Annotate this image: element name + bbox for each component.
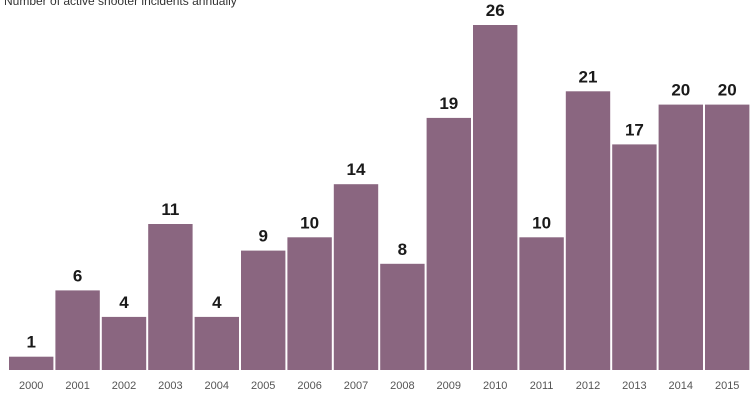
x-tick-2007: 2007 xyxy=(344,380,368,392)
bar-2000 xyxy=(9,356,54,370)
bar-2012 xyxy=(565,91,611,371)
bar-2014 xyxy=(658,104,703,370)
chart-title: Number of active shooter incidents annua… xyxy=(4,0,237,8)
x-tick-2006: 2006 xyxy=(297,380,321,392)
bar-2015 xyxy=(705,104,750,370)
x-tick-2012: 2012 xyxy=(576,380,600,392)
bar-2010 xyxy=(473,25,518,370)
value-label-2008: 8 xyxy=(398,240,407,259)
bar-2004 xyxy=(194,316,239,370)
bar-2013 xyxy=(612,144,657,370)
x-tick-2015: 2015 xyxy=(715,380,739,392)
x-tick-2002: 2002 xyxy=(112,380,136,392)
bar-2005 xyxy=(241,250,286,370)
value-label-2003: 11 xyxy=(161,200,179,219)
value-label-2012: 21 xyxy=(579,67,598,86)
bar-2006 xyxy=(287,237,332,370)
value-label-2004: 4 xyxy=(212,293,222,312)
x-tick-2000: 2000 xyxy=(19,380,43,392)
value-label-2010: 26 xyxy=(486,1,505,20)
value-labels-layer: 1 6 4 11 4 9 10 14 8 19 26 10 21 17 20 20 xyxy=(26,1,736,352)
value-label-2001: 6 xyxy=(73,266,82,285)
bar-2002 xyxy=(101,316,147,370)
x-tick-2014: 2014 xyxy=(669,380,693,392)
value-label-2015: 20 xyxy=(718,81,737,100)
bar-2003 xyxy=(148,224,193,370)
x-tick-2011: 2011 xyxy=(530,380,554,392)
bar-2011 xyxy=(519,237,564,370)
x-tick-2008: 2008 xyxy=(390,380,414,392)
value-label-2006: 10 xyxy=(300,213,319,232)
x-tick-2003: 2003 xyxy=(158,380,182,392)
bars-layer xyxy=(9,25,750,371)
value-label-2000: 1 xyxy=(26,333,35,352)
bar-2008 xyxy=(380,263,425,370)
x-tick-2004: 2004 xyxy=(205,380,229,392)
bar-2009 xyxy=(426,117,471,371)
value-label-2009: 19 xyxy=(439,94,458,113)
value-label-2007: 14 xyxy=(347,160,366,179)
value-label-2005: 9 xyxy=(258,227,267,246)
value-label-2011: 10 xyxy=(532,213,551,232)
x-tick-2013: 2013 xyxy=(622,380,646,392)
bar-2001 xyxy=(55,290,100,370)
value-label-2002: 4 xyxy=(119,293,129,312)
x-tick-2010: 2010 xyxy=(483,380,507,392)
x-axis-tick-labels: 2000 2001 2002 2003 2004 2005 2006 2007 2008 2009… xyxy=(19,380,739,392)
x-tick-2001: 2001 xyxy=(65,380,89,392)
x-tick-2009: 2009 xyxy=(437,380,461,392)
value-label-2014: 20 xyxy=(671,81,690,100)
bar-2007 xyxy=(333,184,379,370)
x-tick-2005: 2005 xyxy=(251,380,275,392)
value-label-2013: 17 xyxy=(625,120,644,139)
